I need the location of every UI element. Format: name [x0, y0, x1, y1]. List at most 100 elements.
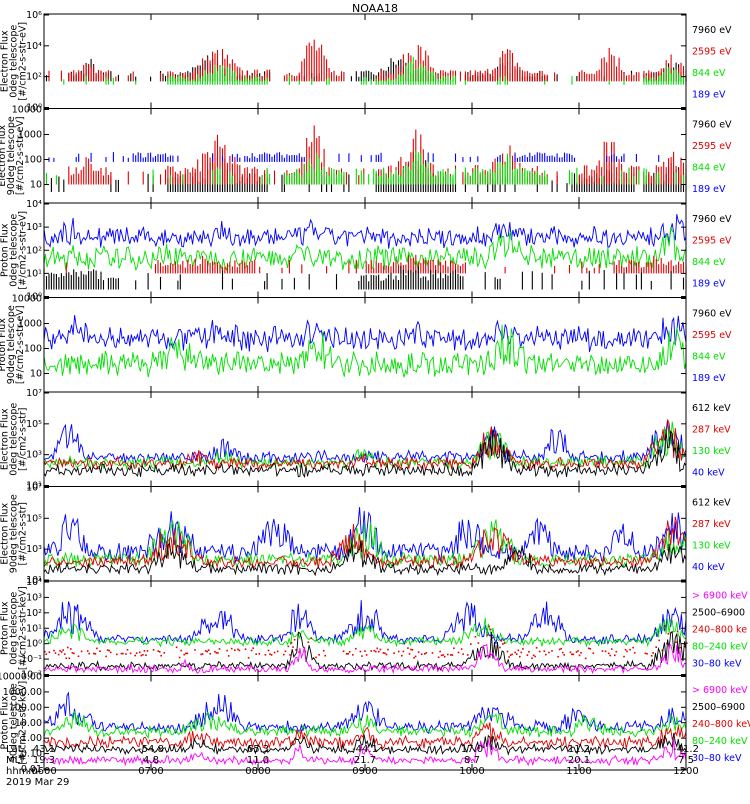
- data-dot: [413, 657, 415, 659]
- data-dot: [44, 650, 46, 653]
- data-dot: [644, 652, 647, 655]
- legend-entry: > 6900 keV: [692, 590, 748, 601]
- y-axis-label-line: Proton Flux: [0, 601, 11, 655]
- footer-mlt-value: 8.7: [464, 755, 480, 766]
- footer-hhmm-value: 0800: [245, 766, 270, 777]
- series-844 eV: [63, 57, 687, 85]
- data-dot: [545, 653, 547, 656]
- data-dot: [401, 654, 403, 657]
- data-dot: [489, 628, 492, 631]
- data-trace: [43, 691, 687, 735]
- data-dot: [538, 650, 541, 653]
- y-axis-label-line: [#/cm2-s-str-keV]: [18, 586, 29, 670]
- data-dot: [686, 642, 688, 644]
- data-dot: [587, 647, 590, 650]
- series-> 6900 keV: [43, 739, 687, 767]
- data-dot: [361, 655, 363, 657]
- data-dot: [94, 653, 97, 655]
- data-dot: [352, 654, 354, 656]
- legend-entry: > 6900 keV: [692, 685, 748, 696]
- legend-entry: 130 keV: [692, 541, 731, 552]
- series-844 eV: [45, 151, 685, 185]
- data-dot: [439, 650, 441, 653]
- data-dot: [215, 652, 218, 654]
- panel-data: [43, 507, 687, 577]
- data-dot: [453, 647, 455, 650]
- footer-lat-value: 17.0: [461, 744, 483, 755]
- data-dot: [342, 650, 345, 652]
- data-dot: [378, 650, 380, 653]
- footer-hhmm-value: 1100: [566, 766, 591, 777]
- series-130 keV: [43, 421, 687, 471]
- data-dot: [183, 653, 185, 656]
- series-612 keV: [43, 429, 687, 479]
- data-dot: [63, 653, 66, 655]
- panel-data: [43, 315, 687, 378]
- data-dot: [318, 654, 320, 656]
- data-dot: [186, 652, 189, 655]
- legend-entry: 2500–6900: [692, 702, 745, 713]
- data-dot: [290, 642, 293, 644]
- data-dot: [48, 651, 51, 653]
- data-dot: [146, 650, 149, 652]
- data-dot: [252, 647, 254, 649]
- y-tick-label: 10²: [26, 72, 42, 83]
- data-dot: [175, 646, 178, 649]
- data-dot: [551, 650, 553, 652]
- data-dot: [276, 650, 279, 653]
- y-tick-label: 100: [24, 155, 42, 166]
- data-dot: [54, 652, 57, 654]
- data-dot: [250, 649, 253, 652]
- legend-entry: 189 eV: [692, 184, 726, 195]
- data-dot: [488, 625, 490, 628]
- y-tick-label: 10⁰: [26, 103, 42, 114]
- data-dot: [307, 641, 310, 643]
- data-dot: [667, 633, 670, 635]
- data-dot: [178, 656, 181, 659]
- series-7960 eV: [50, 151, 687, 192]
- data-dot: [491, 637, 493, 639]
- data-dot: [244, 648, 247, 650]
- data-dot: [486, 634, 489, 636]
- legend-entry: 40 keV: [692, 468, 725, 479]
- data-trace: [43, 710, 687, 739]
- data-dot: [382, 652, 385, 654]
- data-dot: [431, 652, 434, 654]
- series-40 keV: [43, 420, 687, 465]
- data-dot: [152, 649, 155, 651]
- panel-meped-proton-0: 10⁻² 10⁻¹ 10⁰ 10¹ 10² 10³ 10⁴ MEPEDProton Flux0…: [0, 577, 748, 681]
- data-dot: [451, 654, 454, 656]
- series-2595 eV: [43, 254, 687, 274]
- data-dot: [99, 650, 101, 652]
- footer-lat-value: -54.8: [138, 744, 164, 755]
- y-tick-label: 10000.00: [0, 672, 42, 683]
- data-dot: [646, 653, 648, 655]
- data-dot: [664, 625, 667, 627]
- data-dot: [194, 649, 196, 651]
- data-dot: [457, 651, 460, 654]
- data-dot: [655, 646, 657, 648]
- series-80–240 keV: [43, 617, 687, 648]
- y-axis-label-line: Proton Flux: [0, 318, 8, 372]
- data-dot: [408, 653, 411, 655]
- series-240–800 ke: [44, 625, 688, 660]
- legend-entry: 844 eV: [692, 257, 726, 268]
- y-axis-label-line: MEPED: [0, 423, 2, 456]
- data-dot: [142, 654, 144, 656]
- y-axis-label-line: 0deg telescope: [9, 592, 20, 665]
- data-dot: [580, 652, 582, 654]
- y-tick-label: 0.01: [21, 764, 42, 775]
- data-dot: [284, 650, 287, 653]
- data-dot: [424, 653, 426, 655]
- data-dot: [293, 638, 296, 641]
- data-dot: [407, 647, 409, 649]
- series-30–80 keV: [43, 691, 687, 735]
- data-dot: [207, 649, 210, 651]
- data-dot: [420, 653, 423, 656]
- panel-frame: [43, 13, 687, 109]
- data-dot: [324, 654, 326, 657]
- data-dot: [447, 653, 449, 656]
- legend-entry: 2595 eV: [692, 47, 732, 58]
